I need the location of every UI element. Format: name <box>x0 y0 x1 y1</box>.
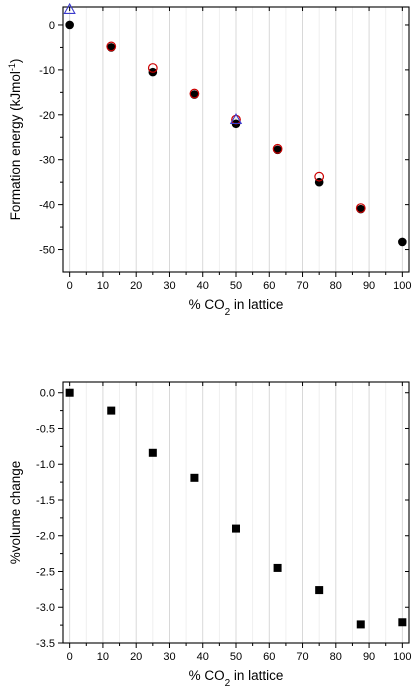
y-tick-label: -1.5 <box>36 495 55 507</box>
formation-energy-chart: 0 10 20 30 40 50 60 70 80 90 100 0 -10 -20 -30 -40 -50 % … <box>7 2 412 318</box>
data-point <box>190 90 199 99</box>
y-tick-label: -30 <box>39 155 55 167</box>
x-tick-label: 70 <box>296 280 308 292</box>
data-point <box>190 473 199 482</box>
y-tick-label: 0 <box>49 20 55 32</box>
data-point <box>229 112 243 124</box>
x-tick-label: 60 <box>263 651 275 663</box>
x-tick-label: 90 <box>363 280 375 292</box>
y-tick-label: -3.5 <box>36 638 55 650</box>
x-tick-label: 20 <box>130 651 142 663</box>
y-tick-label: -20 <box>39 110 55 122</box>
data-point <box>272 143 283 154</box>
data-point <box>189 88 200 99</box>
x-tick-label: 100 <box>393 651 411 663</box>
data-point <box>232 524 240 533</box>
x-tick-label: 80 <box>330 651 342 663</box>
y-tick-label: -10 <box>39 65 55 77</box>
x-tick-label: 90 <box>363 651 375 663</box>
y-tick-label: -40 <box>39 200 55 212</box>
data-point <box>106 41 117 52</box>
x-tick-label: 0 <box>67 280 73 292</box>
data-point <box>314 171 325 182</box>
x-axis-title: % CO2 in lattice <box>189 668 284 689</box>
x-tick-label: 40 <box>197 651 209 663</box>
data-point <box>106 43 116 52</box>
data-point <box>107 406 116 415</box>
x-tick-label: 10 <box>97 280 109 292</box>
y-tick-label: -0.5 <box>36 423 55 435</box>
x-tick-label: 30 <box>163 280 175 292</box>
data-point <box>65 20 74 30</box>
x-tick-label: 50 <box>230 651 242 663</box>
data-point <box>148 448 157 457</box>
data-point <box>147 63 158 73</box>
data-point <box>356 620 365 629</box>
y-axis-title: %volume change <box>8 461 23 565</box>
data-point <box>315 586 324 595</box>
y-tick-label: -2.0 <box>36 531 55 543</box>
data-point <box>273 145 282 155</box>
data-point <box>355 203 366 214</box>
data-point <box>63 2 76 14</box>
x-tick-label: 50 <box>230 280 242 292</box>
x-tick-label: 30 <box>163 651 175 663</box>
x-tick-label: 70 <box>296 651 308 663</box>
data-point <box>65 388 74 397</box>
y-tick-label: -2.5 <box>36 566 55 578</box>
x-tick-label: 60 <box>263 280 275 292</box>
x-axis-title: % CO2 in lattice <box>189 297 284 318</box>
volume-change-chart: 0 10 20 30 40 50 60 70 80 90 100 0.0 -0.5 -1.0 -1.5 -2.… <box>8 381 412 689</box>
y-tick-label: -3.0 <box>36 602 55 614</box>
x-tick-label: 40 <box>197 280 209 292</box>
data-point <box>398 237 407 247</box>
x-tick-label: 10 <box>97 651 109 663</box>
x-tick-label: 20 <box>130 280 142 292</box>
data-point <box>398 618 407 627</box>
y-axis-title: Formation energy (kJmol-1) <box>7 59 23 221</box>
x-tick-label: 100 <box>393 280 411 292</box>
y-tick-label: -1.0 <box>36 459 55 471</box>
data-point <box>273 563 282 572</box>
data-point <box>356 204 366 214</box>
x-tick-label: 0 <box>67 651 73 663</box>
y-tick-label: -50 <box>39 245 55 257</box>
x-tick-label: 80 <box>330 280 342 292</box>
y-tick-label: 0.0 <box>40 388 55 400</box>
